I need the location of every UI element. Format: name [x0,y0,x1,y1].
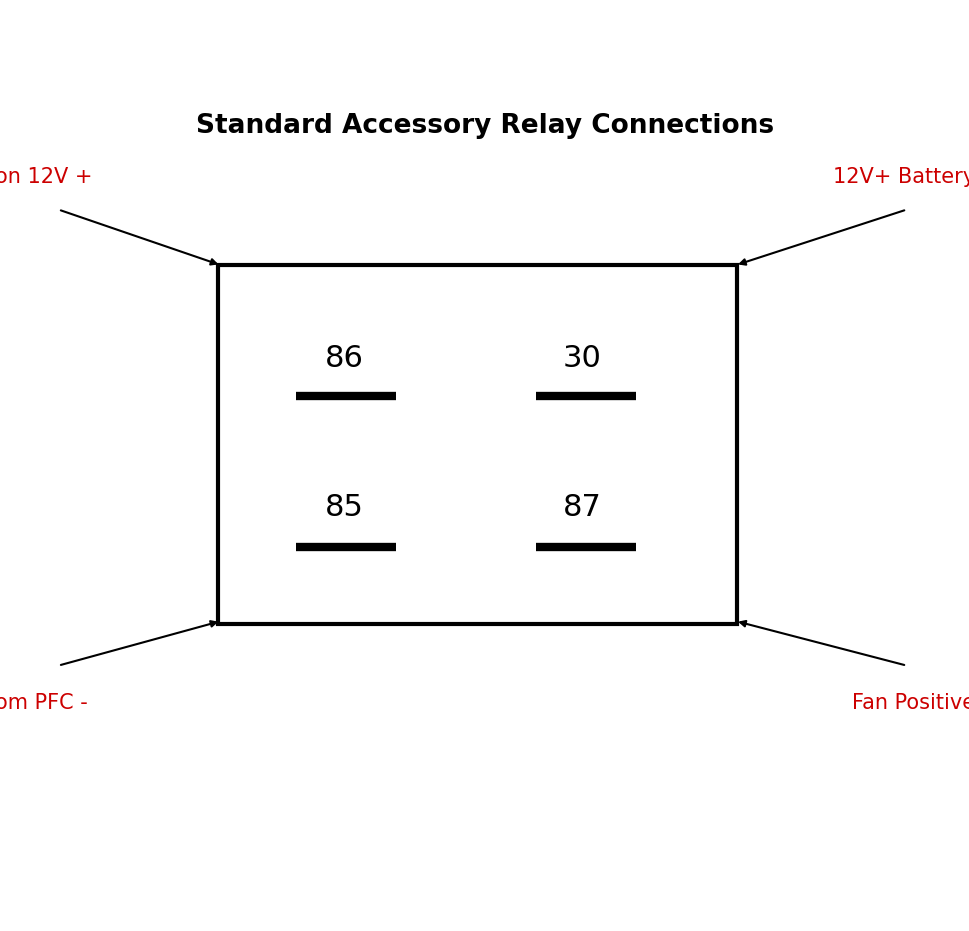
Text: 12V+ Battery: 12V+ Battery [831,167,969,187]
Text: 87: 87 [562,492,601,522]
Text: Fan Positive: Fan Positive [851,693,969,713]
Text: Standard Accessory Relay Connections: Standard Accessory Relay Connections [196,113,773,139]
Bar [218,265,736,624]
Text: 86: 86 [325,344,363,373]
Text: 30: 30 [562,344,601,373]
Text: om PFC -: om PFC - [0,693,88,713]
Text: on 12V +: on 12V + [0,167,93,187]
Text: 85: 85 [325,492,363,522]
